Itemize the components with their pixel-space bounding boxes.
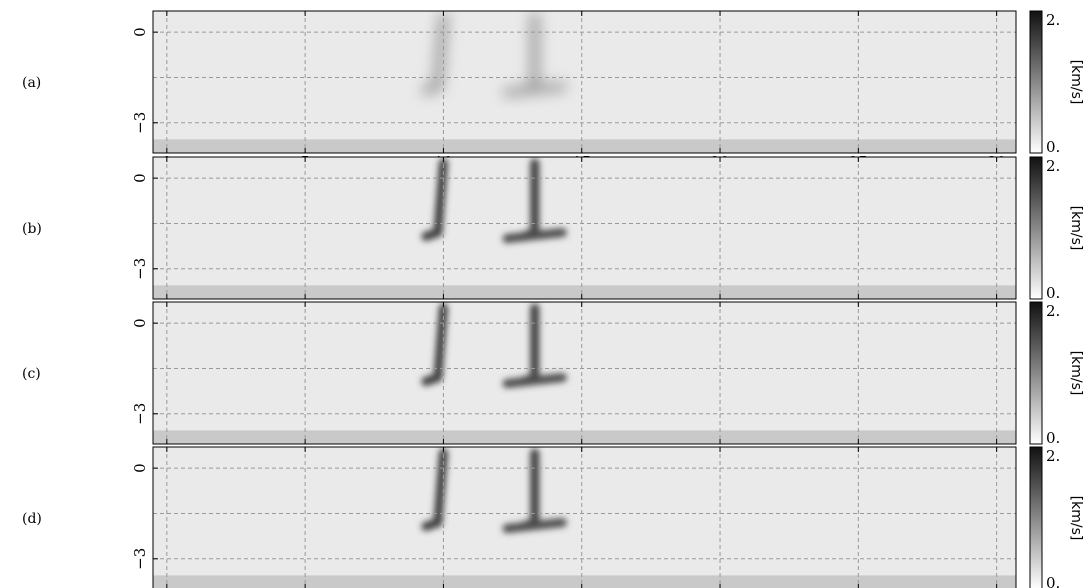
grid [153,447,1016,588]
colorbar: 2. 0. [km/s] [1029,10,1084,156]
colorbar-scale [1029,446,1043,588]
colorbar-max-label: 2. [1046,157,1060,175]
velocity-field [153,157,1016,299]
colorbar: 2. 0. [km/s] [1029,301,1084,447]
background [153,11,1016,153]
y-tick-label: −3 [131,548,149,570]
y-tick-label: −3 [131,112,149,134]
anomaly-group [421,158,567,244]
colorbar-max-label: 2. [1046,447,1060,465]
anomaly-foot [502,373,567,389]
bottom-layer [153,285,1016,299]
background [153,447,1016,588]
panel-label: (d) [22,511,42,527]
y-tick-label: −3 [131,258,149,280]
velocity-field [153,11,1016,153]
plot-frame [152,446,1017,588]
y-tick-label: −3 [131,403,149,425]
colorbar-min-label: 0. [1046,574,1060,588]
panel-4: (d)0510152025300−32.0.[km/s] [22,446,1084,588]
colorbar: 2. 0. [km/s] [1029,446,1084,588]
y-tick-label: 0 [131,463,149,473]
anomaly-foot [502,228,567,244]
anomaly-stem-base [421,373,443,387]
plot-frame [152,156,1017,300]
colorbar-unit-label: [km/s] [1068,60,1084,105]
panel-label: (b) [22,221,42,237]
anomaly-stem [433,12,448,92]
panel-3: (c)0510152025300−32.0.[km/s] [22,301,1084,462]
colorbar-scale [1029,10,1043,154]
bottom-layer [153,575,1016,588]
colorbar-min-label: 0. [1046,429,1060,447]
y-tick-label: 0 [131,318,149,328]
colorbar-unit-label: [km/s] [1068,351,1084,396]
panel-label: (a) [22,75,41,91]
anomaly-stem-base [421,228,443,242]
grid [153,157,1016,299]
velocity-field [153,447,1016,588]
anomaly-stem [433,448,448,528]
plot-frame [152,301,1017,445]
background [153,157,1016,299]
colorbar-max-label: 2. [1046,11,1060,29]
colorbar-scale [1029,301,1043,445]
anomaly-group [421,303,567,389]
panel-1: (a)0510152025300−32.0.[km/s] [22,10,1084,171]
grid [153,302,1016,444]
colorbar-unit-label: [km/s] [1068,496,1084,541]
colorbar-min-label: 0. [1046,284,1060,302]
panel-2: (b)0510152025300−32.0.[km/s] [22,156,1084,317]
anomaly-stem-base [421,82,443,96]
grid [153,11,1016,153]
colorbar-unit-label: [km/s] [1068,206,1084,251]
plot-frame [152,10,1017,154]
anomaly-stem [433,158,448,238]
y-tick-label: 0 [131,173,149,183]
background [153,302,1016,444]
anomaly-group [421,12,567,98]
anomaly-stem [433,303,448,383]
y-tick-label: 0 [131,27,149,37]
anomaly-group [421,448,567,534]
panel-label: (c) [22,366,41,382]
colorbar-max-label: 2. [1046,302,1060,320]
colorbar: 2. 0. [km/s] [1029,156,1084,302]
bottom-layer [153,430,1016,444]
velocity-field [153,302,1016,444]
anomaly-foot [502,82,567,98]
bottom-layer [153,139,1016,153]
anomaly-stem-base [421,518,443,532]
anomaly-foot [502,518,567,534]
colorbar-scale [1029,156,1043,300]
colorbar-min-label: 0. [1046,138,1060,156]
